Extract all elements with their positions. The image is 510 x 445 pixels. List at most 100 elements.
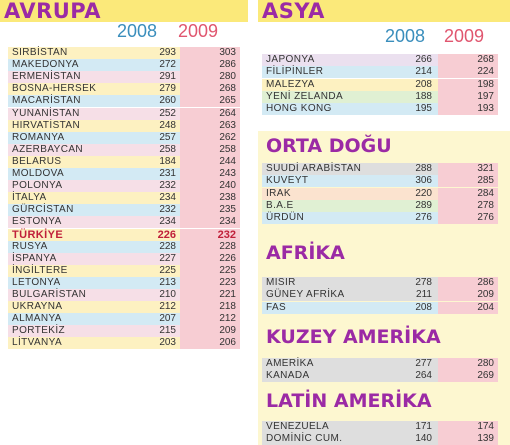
table-row: HONG KONG 195 193 (262, 103, 498, 115)
value-2009: 225 (180, 265, 240, 277)
country-label: SIRBİSTAN (8, 47, 180, 59)
table-row: GÜRCİSTAN 232 235 (8, 204, 248, 216)
value-2009: 243 (180, 168, 240, 180)
value-2009: 232 (180, 229, 240, 241)
value-2008: 278 (415, 277, 432, 288)
country-label: ERMENİSTAN (8, 71, 180, 83)
value-2008: 257 (159, 132, 176, 143)
table-row: İTALYA 234 238 (8, 192, 248, 204)
table-row: ALMANYA 207 212 (8, 313, 248, 325)
value-2009: 244 (180, 156, 240, 168)
value-2008: 211 (416, 289, 432, 300)
value-2009: 223 (180, 277, 240, 289)
value-2008: 234 (159, 192, 176, 203)
country-label: İNGİLTERE (8, 265, 180, 277)
value-2008: 266 (415, 54, 432, 65)
table-row: VENEZUELA 171 174 (262, 421, 498, 433)
north-america-title: KUZEY AMERİKA (266, 326, 441, 348)
value-2008: 195 (415, 103, 432, 114)
value-2008: 203 (159, 337, 176, 348)
country-label: ALMANYA (8, 313, 180, 325)
value-2009: 286 (180, 59, 240, 71)
table-row: KANADA 264 269 (262, 370, 498, 382)
value-2008: 227 (159, 253, 176, 264)
country-label: ÜRDÜN (262, 212, 438, 224)
value-2009: 262 (180, 132, 240, 144)
value-2008: 208 (415, 79, 432, 90)
asia-year-2008: 2008 (385, 26, 426, 46)
country-label: LETONYA (8, 277, 180, 289)
value-2008: 210 (159, 289, 176, 300)
country-label: B.A.E (262, 200, 438, 212)
country-label: PORTEKİZ (8, 325, 180, 337)
asia-year-2009: 2009 (444, 26, 485, 46)
country-label: DOMİNİC CUM. (262, 433, 438, 445)
value-2008: 140 (415, 433, 432, 444)
table-row: MISIR 278 286 (262, 277, 498, 289)
country-label: POLONYA (8, 180, 180, 192)
table-row: UKRAYNA 212 218 (8, 301, 248, 313)
value-2008: 208 (415, 302, 432, 313)
value-2008: 272 (159, 59, 176, 70)
europe-banner: AVRUPA (0, 0, 248, 22)
country-label: HONG KONG (262, 103, 438, 115)
value-2009: 234 (180, 216, 240, 228)
table-row: DOMİNİC CUM. 140 139 (262, 433, 498, 445)
table-row: SIRBİSTAN 293 303 (8, 47, 248, 59)
table-row: İSPANYA 227 226 (8, 253, 248, 265)
country-label: İSPANYA (8, 253, 180, 265)
value-2008: 289 (415, 200, 432, 211)
country-label: MACARİSTAN (8, 95, 180, 107)
country-label: FAS (262, 302, 438, 314)
table-row: BELARUS 184 244 (8, 156, 248, 168)
value-2009: 240 (180, 180, 240, 192)
value-2009: 280 (438, 358, 498, 370)
europe-year-2009: 2009 (178, 21, 219, 41)
value-2008: 215 (159, 325, 176, 336)
table-row: ÜRDÜN 276 276 (262, 212, 498, 224)
value-2009: 197 (438, 91, 498, 103)
country-label: UKRAYNA (8, 301, 180, 313)
value-2009: 276 (438, 212, 498, 224)
value-2008: 212 (159, 301, 176, 312)
value-2009: 269 (438, 370, 498, 382)
country-label: IRAK (262, 188, 438, 200)
country-label: TÜRKİYE (8, 229, 180, 241)
country-label: İTALYA (8, 192, 180, 204)
value-2008: 252 (159, 108, 176, 119)
value-2009: 209 (438, 289, 498, 301)
value-2009: 235 (180, 204, 240, 216)
table-row: HIRVATİSTAN 248 263 (8, 120, 248, 132)
europe-year-2008: 2008 (117, 21, 158, 41)
table-row: BULGARİSTAN 210 221 (8, 289, 248, 301)
value-2008: 228 (159, 241, 176, 252)
table-row: FİLİPİNLER 214 224 (262, 66, 498, 78)
table-row: YENİ ZELANDA 188 197 (262, 91, 498, 103)
table-row: MAKEDONYA 272 286 (8, 59, 248, 71)
value-2009: 264 (180, 108, 240, 120)
country-label: KANADA (262, 370, 438, 382)
country-label: MALEZYA (262, 79, 438, 91)
value-2009: 284 (438, 188, 498, 200)
value-2009: 278 (438, 200, 498, 212)
value-2009: 303 (180, 47, 240, 59)
table-row: LETONYA 213 223 (8, 277, 248, 289)
value-2008: 248 (159, 120, 176, 131)
country-label: KUVEYT (262, 175, 438, 187)
table-row: MOLDOVA 231 243 (8, 168, 248, 180)
table-row: YUNANİSTAN 252 264 (8, 108, 248, 120)
table-row: MALEZYA 208 198 (262, 79, 498, 91)
table-row: ROMANYA 257 262 (8, 132, 248, 144)
value-2009: 193 (438, 103, 498, 115)
country-label: MAKEDONYA (8, 59, 180, 71)
asia-banner: ASYA (258, 0, 510, 22)
value-2009: 258 (180, 144, 240, 156)
table-row: KUVEYT 306 285 (262, 175, 498, 187)
value-2008: 232 (159, 180, 176, 191)
value-2009: 238 (180, 192, 240, 204)
value-2008: 207 (159, 313, 176, 324)
table-row: SUUDİ ARABİSTAN 288 321 (262, 163, 498, 175)
value-2009: 174 (438, 421, 498, 433)
value-2008: 220 (415, 188, 432, 199)
value-2008: 293 (159, 47, 176, 58)
